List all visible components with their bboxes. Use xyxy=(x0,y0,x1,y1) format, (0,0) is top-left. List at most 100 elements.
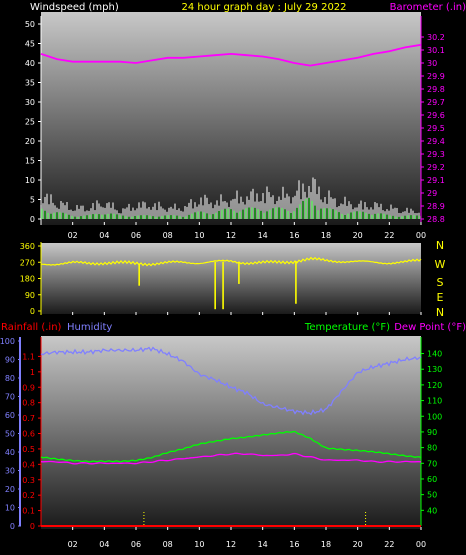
barometer-y-tick-label: 29.5 xyxy=(427,124,445,133)
climate-panel-background xyxy=(41,336,421,529)
direction-letter-n-top: N xyxy=(436,239,444,252)
climate-x-tick-label: 16 xyxy=(289,540,299,549)
direction-panel-background xyxy=(41,243,421,314)
wind-y-tick-label: 35 xyxy=(25,79,35,88)
wind-x-tick-label: 18 xyxy=(321,231,331,240)
chart-title: 24 hour graph day : July 29 2022 xyxy=(181,2,346,13)
barometer-y-tick-label: 30.1 xyxy=(427,46,445,55)
dewpoint-legend: Dew Point (°F) xyxy=(394,322,466,333)
direction-y-tick-label: 90 xyxy=(25,291,35,300)
climate-x-tick-label: 12 xyxy=(226,540,236,549)
wind-direction-line xyxy=(40,256,422,267)
barometer-y-tick-label: 29.3 xyxy=(427,150,445,159)
wind-x-tick-label: 10 xyxy=(194,231,204,240)
climate-x-tick-label: 02 xyxy=(68,540,78,549)
barometer-y-tick-label: 29.9 xyxy=(427,72,445,81)
wind-y-tick-label: 25 xyxy=(25,118,35,127)
rainfall-y-tick-label: 1.1 xyxy=(22,352,35,361)
direction-letter-s: S xyxy=(437,276,444,289)
direction-letter-e: E xyxy=(437,291,444,304)
humidity-y-tick-label: 70 xyxy=(5,393,15,402)
temperature-y-tick-label: 70 xyxy=(427,459,437,468)
humidity-y-tick-label: 50 xyxy=(5,430,15,439)
rainfall-y-tick-label: 0.1 xyxy=(22,507,35,516)
barometer-y-tick-label: 29 xyxy=(427,189,437,198)
climate-x-tick-label: 14 xyxy=(258,540,268,549)
wind-y-tick-label: 40 xyxy=(25,59,35,68)
wind-panel-background xyxy=(41,12,421,225)
climate-x-tick-label: 22 xyxy=(384,540,394,549)
climate-x-tick-label: 10 xyxy=(194,540,204,549)
direction-y-tick-label: 0 xyxy=(30,307,35,316)
wind-y-tick-label: 20 xyxy=(25,137,35,146)
humidity-y-tick-label: 60 xyxy=(5,411,15,420)
rainfall-y-tick-label: 0.6 xyxy=(22,430,35,439)
barometer-y-tick-label: 29.4 xyxy=(427,137,445,146)
humidity-y-tick-label: 90 xyxy=(5,356,15,365)
barometer-y-tick-label: 28.9 xyxy=(427,202,445,211)
wind-x-tick-label: 14 xyxy=(258,231,268,240)
humidity-y-tick-label: 80 xyxy=(5,374,15,383)
wind-y-tick-label: 45 xyxy=(25,40,35,49)
rainfall-y-tick-label: 0.4 xyxy=(22,460,35,469)
humidity-y-tick-label: 10 xyxy=(5,504,15,513)
humidity-y-tick-label: 0 xyxy=(10,522,15,531)
wind-y-tick-label: 15 xyxy=(25,157,35,166)
temperature-y-tick-label: 60 xyxy=(427,475,437,484)
wind-x-tick-label: 22 xyxy=(384,231,394,240)
rainfall-y-tick-label: 0.2 xyxy=(22,491,35,500)
barometer-y-tick-label: 30.2 xyxy=(427,33,445,42)
temperature-y-tick-label: 120 xyxy=(427,381,442,390)
barometer-y-tick-label: 29.8 xyxy=(427,85,445,94)
wind-x-tick-label: 02 xyxy=(68,231,78,240)
temperature-y-tick-label: 100 xyxy=(427,412,442,421)
humidity-line xyxy=(40,346,422,416)
chart-marks: 0510152025303540455028.828.92929.129.229… xyxy=(0,16,445,549)
barometer-axis-label: Barometer (.in) xyxy=(390,2,466,13)
barometer-y-tick-label: 29.1 xyxy=(427,176,445,185)
rainfall-y-tick-label: 0.9 xyxy=(22,383,35,392)
wind-y-tick-label: 30 xyxy=(25,98,35,107)
direction-letter-w: W xyxy=(435,258,446,271)
temperature-y-tick-label: 80 xyxy=(427,444,437,453)
dewpoint-line xyxy=(40,452,422,465)
rainfall-axis-label: Rainfall (.in) xyxy=(1,322,62,333)
barometer-y-tick-label: 29.2 xyxy=(427,163,445,172)
wind-y-tick-label: 0 xyxy=(30,215,35,224)
temperature-y-tick-label: 90 xyxy=(427,428,437,437)
humidity-y-tick-label: 40 xyxy=(5,448,15,457)
rainfall-y-tick-label: 1 xyxy=(30,368,35,377)
wind-x-tick-label: 12 xyxy=(226,231,236,240)
climate-x-tick-label: 08 xyxy=(163,540,173,549)
temperature-y-tick-label: 40 xyxy=(427,506,437,515)
temperature-legend: Temperature (°F) xyxy=(304,322,390,333)
wind-x-tick-label: 20 xyxy=(353,231,363,240)
temperature-line xyxy=(40,430,422,463)
wind-y-tick-label: 10 xyxy=(25,176,35,185)
windspeed-axis-label: Windspeed (mph) xyxy=(30,2,119,13)
climate-x-tick-label: 00 xyxy=(416,540,426,549)
wind-x-tick-label: 08 xyxy=(163,231,173,240)
climate-x-tick-label: 06 xyxy=(131,540,141,549)
wind-x-tick-label: 00 xyxy=(416,231,426,240)
direction-y-tick-label: 360 xyxy=(20,242,35,251)
direction-letter-n-bottom: N xyxy=(436,306,444,319)
temperature-y-tick-label: 140 xyxy=(427,350,442,359)
rainfall-y-tick-label: 0.7 xyxy=(22,414,35,423)
climate-x-tick-label: 20 xyxy=(353,540,363,549)
temperature-y-tick-label: 130 xyxy=(427,365,442,374)
wind-x-tick-label: 16 xyxy=(289,231,299,240)
rainfall-y-tick-label: 0.3 xyxy=(22,476,35,485)
temperature-y-tick-label: 50 xyxy=(427,491,437,500)
barometer-y-tick-label: 30 xyxy=(427,59,437,68)
rainfall-y-tick-label: 0.5 xyxy=(22,445,35,454)
rainfall-y-tick-label: 0 xyxy=(30,522,35,531)
rainfall-y-tick-label: 0.8 xyxy=(22,399,35,408)
wind-y-tick-label: 5 xyxy=(30,196,35,205)
climate-x-tick-label: 18 xyxy=(321,540,331,549)
direction-y-tick-label: 180 xyxy=(20,275,35,284)
barometer-y-tick-label: 29.7 xyxy=(427,98,445,107)
temperature-y-tick-label: 110 xyxy=(427,397,442,406)
